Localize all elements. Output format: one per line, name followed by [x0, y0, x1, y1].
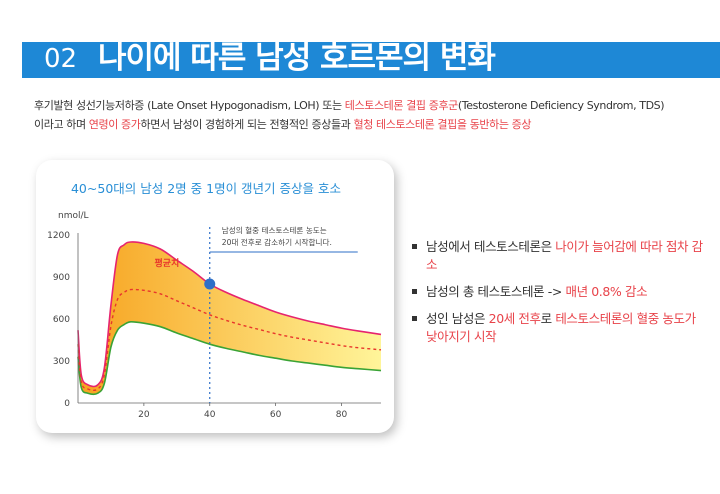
chart-card: 40~50대의 남성 2명 중 1명이 갱년기 증상을 호소 nmol/L 0 3…: [36, 160, 394, 433]
x-tick-label: 40: [204, 410, 216, 420]
intro-line-2: 이라고 하며 연령이 증가하면서 남성이 경험하게 되는 전형적인 증상들과 혈…: [34, 115, 714, 134]
testosterone-chart: 40~50대의 남성 2명 중 1명이 갱년기 증상을 호소 nmol/L 0 3…: [47, 181, 382, 420]
marker-point: [204, 278, 216, 290]
section-header: 02 나이에 따른 남성 호르몬의 변화: [0, 28, 720, 78]
bullet-highlight: 테스토스테론의 혈중 농도가 낮아지기 시작: [426, 311, 696, 344]
intro-paragraph: 후기발현 성선기능저하증 (Late Onset Hypogonadism, L…: [34, 96, 714, 134]
lower-line: [77, 320, 382, 395]
bullet-item: 남성의 총 테스토스테론 -> 매년 0.8% 감소: [410, 283, 710, 301]
intro-highlight: 연령이 증가: [88, 118, 141, 131]
intro-text: 하면서 남성이 경험하게 되는 전형적인 증상들과: [140, 118, 354, 131]
x-tick-label: 20: [138, 410, 150, 420]
bullet-marker: [412, 316, 417, 321]
mean-line: [77, 288, 382, 392]
annotation-line-1: 남성의 혈중 테스토스테론 농도는: [222, 225, 327, 235]
bullet-text: 로: [540, 311, 556, 326]
intro-text: (Testosterone Deficiency Syndrom, TDS): [457, 99, 665, 112]
bullet-highlight: 매년 0.8% 감소: [565, 284, 648, 299]
bullet-marker: [412, 289, 417, 294]
bullet-highlight: 나이가 늘어감에 따라 점차 감소: [426, 239, 703, 272]
bullet-highlight: 20세 전후: [488, 311, 541, 326]
intro-highlight: 혈청 테스토스테론 결핍을 동반하는 증상: [353, 118, 532, 131]
y-tick-label: 900: [53, 273, 70, 283]
bullet-text: 성인 남성은: [426, 311, 489, 326]
y-tick-label: 300: [53, 357, 70, 367]
intro-highlight: 테스토스테론 결핍 증후군: [344, 99, 459, 112]
bullet-text: 남성의 총 테스토스테론 ->: [426, 284, 566, 299]
y-tick-label: 1200: [47, 231, 70, 241]
bullet-text: 남성에서 테스토스테론은: [426, 239, 556, 254]
y-tick-label: 600: [53, 315, 70, 325]
x-tick-label: 80: [336, 410, 348, 420]
bullet-item: 성인 남성은 20세 전후로 테스토스테론의 혈중 농도가 낮아지기 시작: [410, 310, 710, 346]
y-tick-label: 0: [64, 399, 70, 409]
header-bar: [22, 42, 720, 78]
bullet-list: 남성에서 테스토스테론은 나이가 늘어감에 따라 점차 감소 남성의 총 테스토…: [410, 238, 710, 355]
page-title: 나이에 따른 남성 호르몬의 변화: [98, 40, 496, 76]
bullet-item: 남성에서 테스토스테론은 나이가 늘어감에 따라 점차 감소: [410, 238, 710, 274]
annotation-line-2: 20대 전후로 감소하기 시작합니다.: [222, 237, 332, 247]
header-underline: [22, 76, 720, 78]
section-number: 02: [44, 44, 78, 74]
x-tick-label: 60: [270, 410, 282, 420]
series-label-mean: 평균치: [155, 257, 180, 269]
range-band: [78, 241, 381, 395]
intro-text: 후기발현 성선기능저하증 (Late Onset Hypogonadism, L…: [34, 99, 345, 112]
bullet-marker: [412, 244, 417, 249]
upper-line: [77, 241, 382, 388]
y-axis-unit: nmol/L: [58, 211, 89, 221]
chart-title: 40~50대의 남성 2명 중 1명이 갱년기 증상을 호소: [71, 181, 341, 196]
intro-text: 이라고 하며: [34, 118, 89, 131]
intro-line-1: 후기발현 성선기능저하증 (Late Onset Hypogonadism, L…: [34, 96, 714, 115]
